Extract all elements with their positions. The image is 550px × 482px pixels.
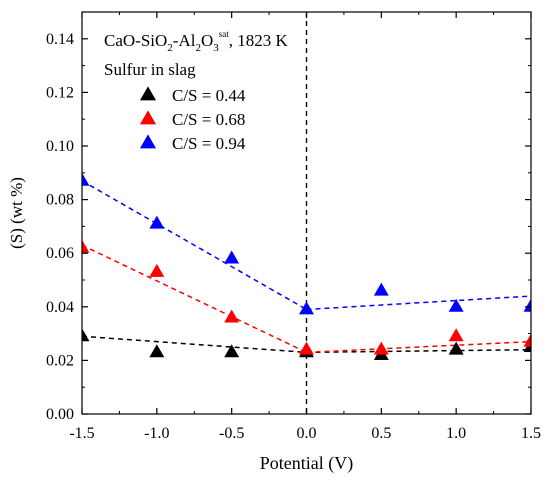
data-markers xyxy=(82,172,531,360)
fit-line xyxy=(82,244,307,354)
data-point xyxy=(82,172,90,186)
title-subscript: 2 xyxy=(195,42,201,54)
legend-label: C/S = 0.68 xyxy=(172,110,245,129)
legend-marker xyxy=(139,110,157,125)
data-point xyxy=(224,250,240,264)
fit-line xyxy=(306,340,531,354)
fit-line xyxy=(82,180,307,311)
y-tick-label: 0.14 xyxy=(46,31,74,48)
data-point xyxy=(299,341,314,355)
x-axis-ticks: -1.5 -1.0 -0.5 0.0 0.5 1.0 1.5 xyxy=(69,12,541,442)
title-subscript: 2 xyxy=(167,42,173,54)
y-tick-label: 0.12 xyxy=(46,84,74,101)
title-superscript: sat xyxy=(219,29,229,39)
fit-line xyxy=(306,295,531,311)
y-tick-label: 0.06 xyxy=(46,245,74,262)
chart-title: CaO-SiO2-Al2O3sat, 1823 K xyxy=(104,29,288,54)
y-tick-label: 0.02 xyxy=(46,352,74,369)
legend-entry: C/S = 0.44 xyxy=(139,86,246,105)
y-tick-label: 0.00 xyxy=(46,406,74,423)
y-tick-label: 0.04 xyxy=(46,299,74,316)
x-tick-label: -1.5 xyxy=(69,425,94,442)
legend-entry: C/S = 0.68 xyxy=(139,110,245,129)
x-tick-label: 0.5 xyxy=(371,425,391,442)
x-tick-label: 0.0 xyxy=(297,425,317,442)
legend-entry: C/S = 0.94 xyxy=(139,134,246,153)
legend-label: C/S = 0.94 xyxy=(172,134,246,153)
title-part: , 1823 K xyxy=(229,31,289,50)
data-point xyxy=(299,301,314,315)
legend-title: Sulfur in slag xyxy=(104,60,196,79)
data-point xyxy=(149,215,165,229)
data-point xyxy=(523,333,531,347)
fit-lines xyxy=(82,180,531,354)
data-point xyxy=(82,239,90,253)
title-part: -Al xyxy=(173,31,196,50)
data-point xyxy=(448,328,464,342)
y-axis-ticks: 0.00 0.02 0.04 0.06 0.08 0.10 0.12 0.14 xyxy=(46,11,531,423)
data-point xyxy=(224,309,240,323)
data-point xyxy=(448,298,464,312)
y-tick-label: 0.10 xyxy=(46,138,74,155)
x-axis-title: Potential (V) xyxy=(260,453,353,474)
title-subscript: 3 xyxy=(213,42,219,54)
x-tick-label: 1.0 xyxy=(446,425,466,442)
x-tick-label: -1.0 xyxy=(144,425,169,442)
legend-label: C/S = 0.44 xyxy=(172,86,246,105)
data-point xyxy=(373,341,389,355)
legend: CaO-SiO2-Al2O3sat, 1823 K Sulfur in slag… xyxy=(104,29,288,153)
legend-marker xyxy=(139,134,157,149)
data-point xyxy=(149,344,165,358)
data-point xyxy=(149,263,165,277)
y-axis-title: (S) (wt %) xyxy=(7,177,26,249)
data-point xyxy=(82,328,90,342)
legend-entries: C/S = 0.44 C/S = 0.68 C/S = 0.94 xyxy=(139,86,246,153)
data-point xyxy=(224,344,240,358)
fit-line xyxy=(82,335,307,354)
data-point xyxy=(448,341,464,355)
title-part: O xyxy=(201,31,213,50)
y-tick-label: 0.08 xyxy=(46,192,74,209)
x-tick-label: 1.5 xyxy=(521,425,541,442)
title-part: CaO-SiO xyxy=(104,31,167,50)
data-point xyxy=(373,282,389,296)
x-tick-label: -0.5 xyxy=(219,425,244,442)
fit-line xyxy=(306,348,531,354)
data-point xyxy=(523,298,531,312)
legend-marker xyxy=(139,86,157,101)
